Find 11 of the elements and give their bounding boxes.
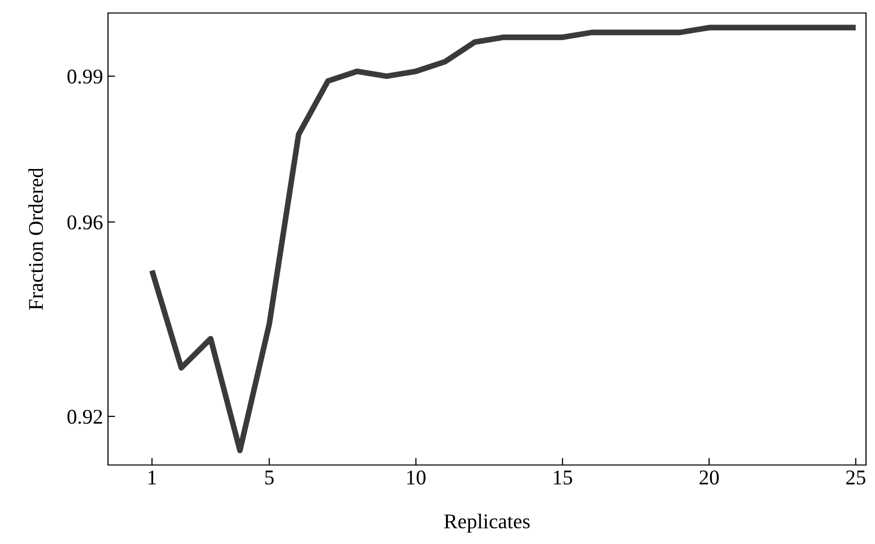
x-tick-label: 10 [407, 470, 426, 485]
x-tick-label: 1 [148, 470, 156, 484]
x-tick-label: 5 [265, 470, 274, 485]
x-tick-label: 25 [846, 470, 866, 485]
x-tick-label: 15 [554, 470, 572, 485]
y-tick-label: 0.92 [67, 410, 102, 424]
x-axis-title: Replicates [444, 514, 530, 533]
y-tick-label: 0.96 [67, 215, 103, 230]
y-tick-label: 0.99 [67, 70, 102, 84]
y-axis-title: Fraction Ordered [28, 168, 44, 310]
x-tick-label: 20 [700, 470, 719, 485]
